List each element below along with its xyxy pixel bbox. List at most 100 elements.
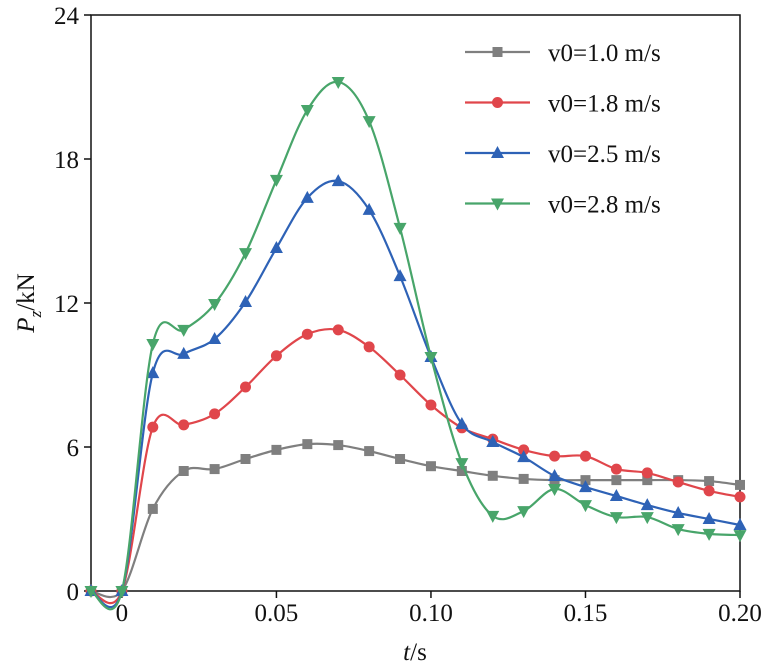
marker bbox=[733, 518, 747, 530]
marker bbox=[364, 446, 375, 457]
marker bbox=[178, 419, 190, 431]
marker bbox=[177, 324, 191, 337]
marker bbox=[271, 444, 282, 455]
marker bbox=[146, 366, 160, 379]
marker bbox=[147, 503, 158, 514]
marker bbox=[548, 469, 562, 482]
legend-label: v0=2.5 m/s bbox=[548, 141, 661, 168]
marker bbox=[734, 491, 746, 503]
y-tick-label: 12 bbox=[54, 291, 79, 318]
marker bbox=[549, 450, 561, 462]
marker bbox=[456, 466, 467, 476]
y-tick-label: 6 bbox=[67, 435, 80, 462]
marker bbox=[300, 190, 314, 203]
marker bbox=[735, 479, 745, 490]
marker bbox=[517, 506, 531, 519]
marker bbox=[270, 350, 282, 362]
marker bbox=[609, 488, 623, 501]
marker bbox=[455, 416, 469, 429]
marker bbox=[301, 328, 313, 340]
x-tick-label: 0 bbox=[116, 600, 129, 627]
marker bbox=[703, 485, 715, 497]
marker bbox=[486, 510, 500, 523]
legend-marker bbox=[491, 146, 504, 158]
marker bbox=[239, 295, 253, 308]
marker bbox=[240, 381, 252, 393]
marker bbox=[455, 458, 469, 471]
marker bbox=[240, 454, 251, 464]
marker bbox=[610, 463, 622, 475]
x-tick-label: 0.05 bbox=[255, 600, 299, 627]
series bbox=[84, 76, 747, 611]
marker bbox=[331, 76, 345, 89]
legend-item: v0=2.5 m/s bbox=[465, 141, 661, 168]
marker bbox=[239, 248, 253, 261]
marker bbox=[671, 506, 685, 518]
marker bbox=[609, 512, 623, 525]
marker bbox=[84, 586, 98, 598]
marker bbox=[424, 352, 438, 364]
legend-marker bbox=[492, 47, 503, 57]
marker bbox=[147, 421, 159, 433]
marker bbox=[115, 586, 129, 598]
marker bbox=[208, 332, 222, 344]
x-label-symbol: t bbox=[403, 639, 411, 666]
series-line bbox=[90, 442, 741, 599]
marker bbox=[269, 241, 283, 254]
legend-item: v0=2.8 m/s bbox=[465, 192, 661, 219]
marker bbox=[302, 439, 313, 450]
marker bbox=[178, 466, 189, 476]
legend-item: v0=1.8 m/s bbox=[465, 91, 661, 118]
marker bbox=[425, 461, 436, 472]
plot-frame bbox=[90, 14, 741, 592]
x-axis-label: t/s bbox=[403, 639, 427, 666]
marker bbox=[640, 498, 654, 511]
marker bbox=[548, 484, 562, 496]
marker bbox=[487, 470, 498, 481]
marker bbox=[362, 202, 376, 215]
x-label-unit: /s bbox=[410, 639, 427, 666]
marker bbox=[518, 444, 530, 456]
marker bbox=[578, 480, 592, 493]
marker bbox=[578, 500, 592, 513]
x-tick-label: 0.15 bbox=[564, 600, 608, 627]
y-label-symbol: P bbox=[13, 317, 40, 333]
legend-marker bbox=[491, 198, 504, 211]
marker bbox=[209, 408, 221, 420]
marker bbox=[332, 324, 344, 336]
marker bbox=[486, 434, 500, 447]
marker bbox=[733, 530, 747, 543]
marker bbox=[672, 476, 684, 488]
marker bbox=[363, 341, 375, 353]
y-label-unit: /kN bbox=[13, 273, 40, 311]
series-line bbox=[90, 179, 741, 609]
series bbox=[84, 174, 747, 609]
marker bbox=[671, 524, 685, 537]
marker bbox=[393, 222, 407, 235]
marker bbox=[362, 116, 376, 129]
marker bbox=[704, 476, 715, 487]
marker bbox=[611, 475, 622, 486]
marker bbox=[208, 298, 222, 311]
y-axis-label: Pz/kN bbox=[13, 273, 45, 333]
legend-item: v0=1.0 m/s bbox=[465, 40, 661, 67]
legend-label: v0=1.0 m/s bbox=[548, 40, 661, 67]
marker bbox=[425, 399, 437, 411]
marker bbox=[269, 174, 283, 187]
marker bbox=[177, 346, 191, 359]
marker bbox=[395, 454, 406, 464]
x-tick-label: 0.10 bbox=[409, 600, 453, 627]
marker bbox=[579, 450, 591, 462]
marker bbox=[517, 450, 531, 463]
marker bbox=[331, 174, 345, 187]
y-tick-label: 18 bbox=[54, 147, 79, 174]
marker bbox=[146, 339, 160, 352]
marker bbox=[702, 512, 716, 524]
marker bbox=[209, 464, 220, 475]
marker bbox=[642, 475, 653, 486]
y-label-subscript: z bbox=[26, 310, 45, 318]
y-tick-label: 0 bbox=[67, 579, 80, 606]
legend-label: v0=2.8 m/s bbox=[548, 192, 661, 219]
legend-marker bbox=[492, 97, 503, 108]
marker bbox=[702, 528, 716, 541]
